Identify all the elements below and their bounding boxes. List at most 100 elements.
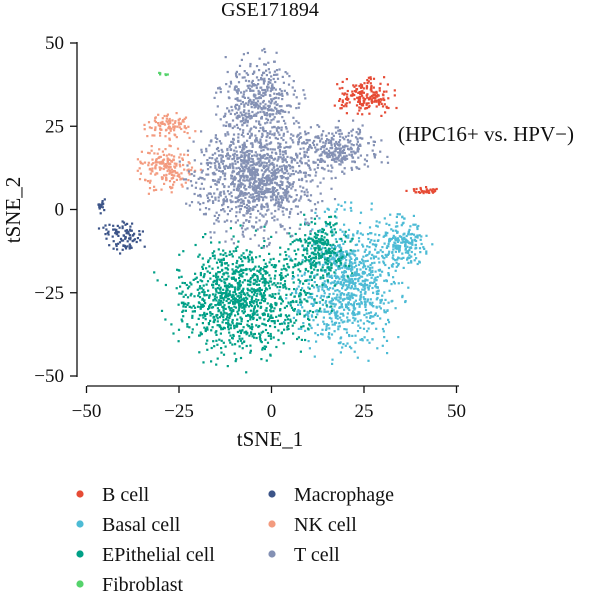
data-point bbox=[305, 239, 308, 242]
data-point bbox=[187, 302, 190, 305]
data-point bbox=[218, 316, 221, 319]
data-point bbox=[184, 178, 188, 181]
data-point bbox=[307, 244, 310, 247]
data-point bbox=[234, 97, 237, 100]
data-point bbox=[350, 153, 353, 156]
data-point bbox=[233, 152, 236, 155]
data-point bbox=[350, 130, 353, 133]
data-point bbox=[209, 231, 212, 234]
data-point bbox=[213, 298, 216, 301]
data-point bbox=[180, 127, 183, 131]
data-point bbox=[381, 246, 384, 249]
data-point bbox=[255, 86, 258, 90]
data-point bbox=[299, 298, 302, 301]
data-point bbox=[253, 125, 256, 128]
data-point bbox=[349, 206, 352, 210]
data-point bbox=[240, 298, 244, 301]
data-point bbox=[251, 325, 254, 328]
data-point bbox=[343, 223, 346, 226]
data-point bbox=[369, 136, 373, 139]
data-point bbox=[125, 232, 128, 235]
data-point bbox=[240, 320, 243, 323]
data-point bbox=[253, 113, 256, 116]
data-point bbox=[251, 143, 254, 147]
data-point bbox=[264, 278, 267, 281]
x-tick-label: 50 bbox=[447, 401, 466, 422]
data-point bbox=[287, 265, 290, 268]
data-point bbox=[232, 157, 236, 160]
data-point bbox=[385, 106, 389, 109]
data-point bbox=[266, 89, 269, 92]
data-point bbox=[308, 166, 311, 169]
data-point bbox=[173, 127, 176, 130]
data-point bbox=[284, 275, 287, 278]
data-point bbox=[322, 238, 325, 241]
data-point bbox=[359, 136, 362, 140]
data-point bbox=[341, 170, 344, 173]
data-point bbox=[311, 292, 314, 295]
data-point bbox=[290, 306, 294, 309]
data-point bbox=[352, 316, 355, 319]
data-point bbox=[203, 291, 206, 294]
data-point bbox=[304, 142, 307, 145]
data-point bbox=[248, 183, 251, 187]
data-point bbox=[305, 188, 308, 191]
data-point bbox=[351, 334, 354, 337]
data-point bbox=[346, 157, 349, 160]
data-point bbox=[251, 300, 254, 303]
data-point bbox=[367, 312, 371, 315]
data-point bbox=[245, 174, 248, 177]
data-point bbox=[283, 228, 286, 231]
data-point bbox=[351, 304, 354, 307]
data-point bbox=[261, 182, 264, 185]
data-point bbox=[341, 266, 344, 269]
data-point bbox=[271, 126, 274, 129]
data-point bbox=[235, 85, 238, 88]
data-point bbox=[314, 232, 317, 235]
data-point bbox=[327, 323, 330, 327]
data-point bbox=[199, 203, 202, 206]
data-point bbox=[319, 276, 322, 279]
data-point bbox=[371, 286, 374, 290]
data-point bbox=[203, 313, 206, 316]
data-point bbox=[341, 271, 344, 274]
data-point bbox=[347, 265, 351, 268]
data-point bbox=[305, 247, 308, 250]
data-point bbox=[235, 150, 238, 153]
data-point bbox=[257, 299, 260, 302]
data-point bbox=[214, 173, 217, 176]
data-point bbox=[366, 233, 370, 236]
data-point bbox=[364, 291, 367, 294]
data-point bbox=[374, 283, 378, 286]
data-point bbox=[243, 141, 246, 144]
data-point bbox=[128, 243, 131, 246]
data-point bbox=[351, 281, 354, 284]
data-point bbox=[320, 160, 323, 163]
data-point bbox=[270, 212, 273, 215]
data-point bbox=[173, 162, 176, 165]
data-point bbox=[191, 314, 194, 317]
data-point bbox=[147, 180, 150, 183]
data-point bbox=[287, 322, 290, 325]
data-point bbox=[98, 206, 101, 209]
data-point bbox=[380, 161, 383, 164]
data-point bbox=[326, 257, 329, 260]
data-point bbox=[247, 153, 250, 156]
data-point bbox=[178, 175, 181, 178]
data-point bbox=[255, 221, 258, 224]
data-point bbox=[266, 202, 269, 205]
data-point bbox=[158, 71, 161, 74]
data-point bbox=[362, 285, 365, 288]
data-point bbox=[277, 329, 280, 332]
data-point bbox=[324, 251, 327, 254]
data-point bbox=[406, 245, 409, 248]
data-point bbox=[250, 102, 253, 105]
data-point bbox=[303, 273, 306, 276]
data-point bbox=[266, 121, 269, 124]
data-point bbox=[412, 223, 415, 226]
data-point bbox=[236, 219, 239, 222]
data-point bbox=[244, 331, 247, 334]
data-point bbox=[363, 250, 366, 253]
data-point bbox=[324, 152, 327, 155]
data-point bbox=[159, 128, 162, 131]
